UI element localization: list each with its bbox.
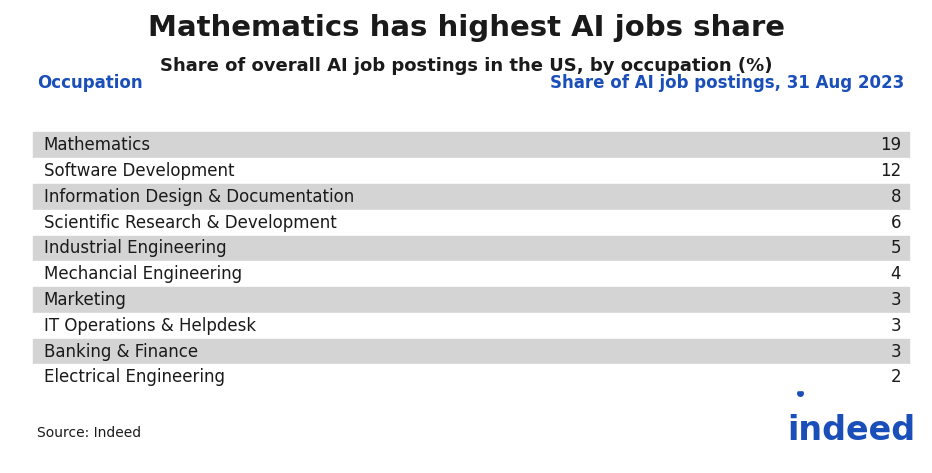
Text: Software Development: Software Development bbox=[44, 162, 234, 180]
Text: Share of AI job postings, 31 Aug 2023: Share of AI job postings, 31 Aug 2023 bbox=[550, 74, 904, 92]
Text: 4: 4 bbox=[891, 265, 901, 283]
Text: Information Design & Documentation: Information Design & Documentation bbox=[44, 188, 354, 206]
Text: 3: 3 bbox=[891, 291, 901, 309]
Text: 2: 2 bbox=[891, 368, 901, 386]
Text: 5: 5 bbox=[891, 239, 901, 257]
Text: Industrial Engineering: Industrial Engineering bbox=[44, 239, 226, 257]
Text: indeed: indeed bbox=[788, 414, 915, 447]
Text: Mathematics has highest AI jobs share: Mathematics has highest AI jobs share bbox=[147, 14, 785, 42]
Text: 12: 12 bbox=[880, 162, 901, 180]
Text: Marketing: Marketing bbox=[44, 291, 127, 309]
Text: Electrical Engineering: Electrical Engineering bbox=[44, 368, 225, 386]
Text: Mechancial Engineering: Mechancial Engineering bbox=[44, 265, 242, 283]
Text: 3: 3 bbox=[891, 342, 901, 360]
Text: Banking & Finance: Banking & Finance bbox=[44, 342, 198, 360]
Text: Share of overall AI job postings in the US, by occupation (%): Share of overall AI job postings in the … bbox=[159, 57, 773, 75]
Text: Source: Indeed: Source: Indeed bbox=[37, 426, 142, 440]
Text: 19: 19 bbox=[880, 136, 901, 154]
Text: Mathematics: Mathematics bbox=[44, 136, 151, 154]
Text: Scientific Research & Development: Scientific Research & Development bbox=[44, 214, 336, 232]
Text: 8: 8 bbox=[891, 188, 901, 206]
Text: IT Operations & Helpdesk: IT Operations & Helpdesk bbox=[44, 317, 256, 335]
Text: 3: 3 bbox=[891, 317, 901, 335]
Text: Occupation: Occupation bbox=[37, 74, 143, 92]
Text: 6: 6 bbox=[891, 214, 901, 232]
